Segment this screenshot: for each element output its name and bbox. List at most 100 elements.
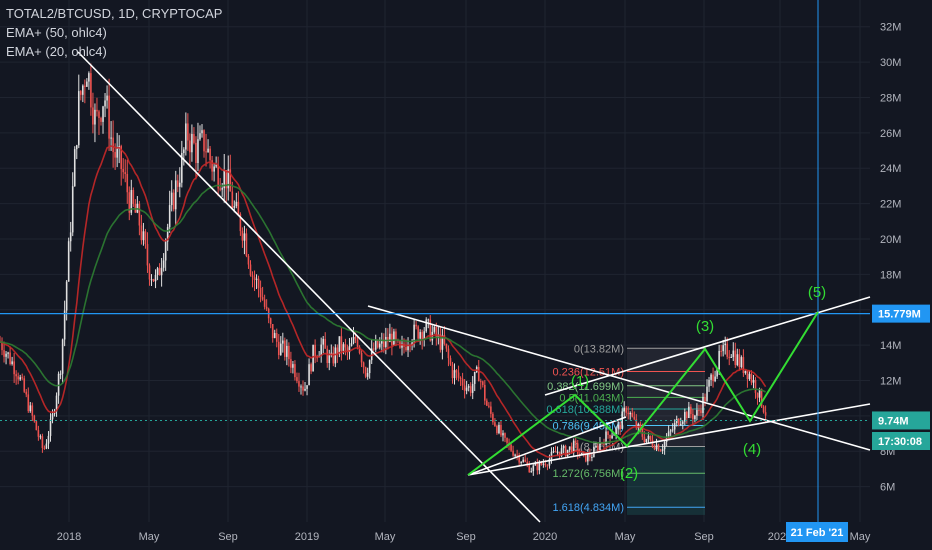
candle-body bbox=[542, 463, 545, 465]
candle-body bbox=[732, 350, 735, 357]
candle-body bbox=[197, 139, 199, 164]
candle-body bbox=[704, 397, 706, 402]
candle-body bbox=[59, 373, 62, 375]
candle-body bbox=[734, 350, 737, 365]
candle-body bbox=[391, 333, 393, 346]
candle-body bbox=[764, 412, 767, 416]
candle-body bbox=[193, 133, 195, 143]
candle-body bbox=[166, 227, 169, 242]
time-axis[interactable]: 2018 May Sep 2019 May Sep 2020 May Sep 2021 May bbox=[57, 531, 871, 543]
candle-body bbox=[324, 338, 327, 349]
candle-body bbox=[738, 354, 741, 367]
candle-body bbox=[451, 364, 454, 379]
candle-body bbox=[621, 411, 623, 429]
candle-body bbox=[376, 339, 379, 348]
candle-body bbox=[162, 260, 165, 268]
fib-extension-zone bbox=[627, 446, 705, 515]
candle-body bbox=[599, 442, 601, 450]
candle-body bbox=[247, 256, 250, 265]
candle-body bbox=[31, 405, 34, 416]
candle-body bbox=[320, 344, 322, 356]
symbol-title[interactable]: TOTAL2/BTCUSD, 1D, CRYPTOCAP bbox=[6, 6, 223, 21]
candle-body bbox=[356, 339, 359, 347]
candle-body bbox=[481, 381, 484, 385]
candle-body bbox=[540, 462, 543, 465]
candle-body bbox=[306, 385, 308, 389]
candle-body bbox=[282, 340, 284, 344]
candle-body bbox=[574, 440, 577, 444]
candle-body bbox=[720, 350, 722, 352]
ema20-legend[interactable]: EMA+ (20, ohlc4) bbox=[6, 44, 107, 59]
elliott-wave[interactable]: (1) (2) (3) (4) (5) bbox=[467, 284, 826, 482]
price-badge-label: 17:30:08 bbox=[878, 436, 922, 448]
candle-body bbox=[486, 400, 488, 406]
ema50-legend[interactable]: EMA+ (50, ohlc4) bbox=[6, 25, 107, 40]
candle-body bbox=[144, 231, 147, 245]
candle-body bbox=[110, 137, 112, 139]
candle-body bbox=[77, 91, 80, 146]
candle-body bbox=[679, 423, 682, 426]
candle-body bbox=[154, 275, 157, 282]
candle-body bbox=[33, 415, 36, 422]
candle-body bbox=[75, 145, 78, 150]
candle-body bbox=[243, 233, 246, 241]
candle-body bbox=[554, 451, 557, 453]
candle-body bbox=[457, 372, 460, 378]
y-tick-label: 24M bbox=[880, 163, 901, 175]
candle-body bbox=[308, 364, 310, 386]
candle-body bbox=[259, 287, 262, 298]
x-tick-label: 2018 bbox=[57, 531, 81, 543]
candle-body bbox=[742, 357, 745, 374]
candle-body bbox=[142, 231, 145, 241]
candle-body bbox=[235, 201, 238, 207]
lower-channel-line bbox=[467, 403, 871, 476]
candle-body bbox=[550, 451, 553, 459]
candle-body bbox=[447, 348, 450, 359]
candle-body bbox=[564, 445, 567, 457]
candle-body bbox=[445, 343, 448, 349]
candle-body bbox=[294, 364, 296, 378]
candle-body bbox=[292, 364, 294, 368]
candle-body bbox=[528, 464, 531, 473]
candle-body bbox=[530, 471, 533, 473]
candle-body bbox=[752, 380, 755, 383]
candle-body bbox=[617, 424, 619, 429]
candle-body bbox=[534, 463, 537, 466]
candle-body bbox=[516, 454, 518, 456]
candle-body bbox=[380, 339, 383, 344]
candle-body bbox=[13, 361, 15, 375]
wave-path bbox=[467, 311, 819, 476]
candle-body bbox=[290, 359, 292, 368]
candle-body bbox=[615, 428, 617, 435]
trend-drawings[interactable] bbox=[0, 0, 871, 523]
candle-body bbox=[496, 426, 498, 434]
candle-body bbox=[322, 338, 325, 345]
candle-body bbox=[116, 148, 118, 158]
candle-body bbox=[714, 376, 716, 382]
candle-body bbox=[562, 445, 565, 449]
candle-body bbox=[263, 299, 266, 307]
candle-body bbox=[328, 355, 331, 363]
candle-body bbox=[490, 406, 492, 414]
candle-body bbox=[748, 373, 751, 380]
candle-body bbox=[649, 435, 652, 441]
ema-20-line bbox=[0, 145, 767, 458]
candle-body bbox=[84, 85, 86, 87]
candle-body bbox=[338, 336, 341, 354]
candle-body bbox=[108, 95, 110, 139]
candle-body bbox=[595, 445, 597, 447]
candle-body bbox=[558, 451, 561, 457]
fib-level-label: 0.382(11.699M) bbox=[547, 381, 624, 393]
candle-body bbox=[298, 381, 300, 387]
candle-body bbox=[746, 370, 749, 380]
y-tick-label: 26M bbox=[880, 128, 901, 140]
y-tick-label: 12M bbox=[880, 375, 901, 387]
candle-body bbox=[425, 319, 428, 332]
candle-body bbox=[352, 336, 355, 344]
candle-body bbox=[627, 412, 630, 415]
candle-body bbox=[736, 354, 739, 365]
candle-body bbox=[102, 106, 104, 122]
candle-body bbox=[754, 380, 757, 393]
candle-body bbox=[138, 203, 141, 226]
